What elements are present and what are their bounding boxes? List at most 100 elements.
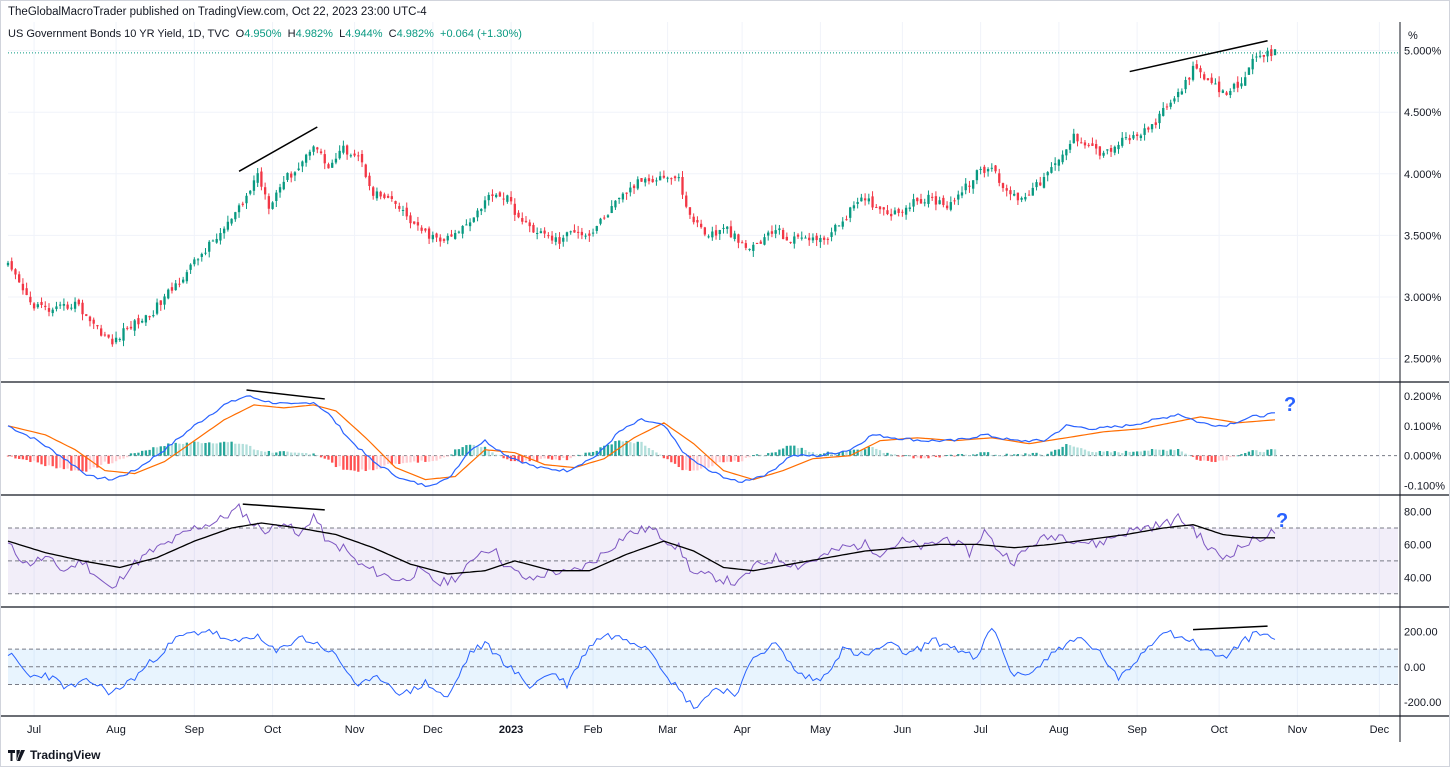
candle	[25, 282, 28, 296]
price-axis-unit[interactable]: %	[1408, 30, 1418, 42]
candle-body	[1009, 190, 1012, 195]
candle	[714, 224, 718, 240]
candle	[1173, 96, 1176, 104]
macd-histogram-bar	[487, 450, 490, 456]
candle	[390, 191, 393, 202]
candle	[882, 206, 885, 216]
macd-histogram-bar	[1091, 451, 1094, 456]
candle	[446, 233, 449, 245]
candle-body	[1124, 137, 1128, 139]
macd-pane[interactable]: ?	[6, 389, 1398, 488]
candle-body	[1229, 90, 1232, 96]
macd-histogram-bar	[133, 453, 136, 456]
candle	[196, 257, 200, 266]
rsi-trendline[interactable]	[242, 503, 325, 511]
cci-trendline[interactable]	[1193, 625, 1268, 631]
macd-histogram-bar	[968, 455, 971, 456]
candle	[368, 172, 371, 191]
candle	[1244, 71, 1247, 86]
candle	[640, 178, 643, 182]
macd-signal-line	[7, 404, 1276, 481]
macd-histogram-bar	[170, 444, 174, 456]
candle	[372, 185, 375, 200]
macd-histogram-bar	[405, 455, 408, 463]
macd-histogram-bar	[424, 455, 427, 462]
candle-body	[599, 218, 602, 224]
macd-histogram-bar	[278, 451, 282, 456]
candle	[722, 224, 725, 234]
low-label: L	[339, 28, 346, 40]
tradingview-logo[interactable]: TradingView	[8, 748, 100, 762]
candle	[852, 201, 856, 211]
symbol-legend[interactable]: US Government Bonds 10 YR Yield, 1D, TVC…	[8, 28, 522, 40]
macd-histogram-bar	[856, 449, 859, 456]
macd-histogram-bar	[1039, 454, 1042, 456]
cci-pane[interactable]	[7, 625, 1398, 710]
candle	[796, 233, 800, 239]
candle-body	[632, 185, 636, 189]
candle-body	[986, 169, 990, 172]
candle	[293, 171, 297, 182]
time-axis[interactable]: Jul Aug Sep Oct Nov Dec 2023 Feb Mar Apr May Jun Jul…	[27, 724, 1390, 736]
candle-body	[543, 230, 546, 234]
macd-histogram-bar	[1094, 452, 1098, 456]
candle-body	[185, 272, 189, 282]
candle	[40, 297, 43, 309]
rsi-ma-line	[7, 522, 1275, 575]
candle-body	[539, 231, 543, 234]
macd-histogram-bar	[181, 443, 185, 456]
candle	[867, 193, 870, 205]
candle-body	[1221, 90, 1225, 93]
change-value: +0.064 (+1.30%)	[440, 28, 522, 40]
macd-histogram-bar	[1020, 454, 1023, 456]
price-pane[interactable]	[6, 40, 1398, 347]
candle-body	[92, 319, 95, 324]
candle	[729, 220, 733, 239]
macd-histogram-bar	[975, 454, 979, 456]
macd-histogram-bar	[1042, 455, 1046, 457]
candle	[1165, 103, 1169, 111]
candle-body	[461, 225, 464, 234]
macd-histogram-bar	[122, 455, 125, 459]
time-tick-label: Sep	[185, 724, 205, 736]
trendline[interactable]	[1129, 40, 1268, 73]
macd-histogram-bar	[483, 446, 487, 456]
candle	[580, 227, 584, 240]
macd-histogram-bar	[1109, 452, 1113, 456]
macd-histogram-bar	[685, 455, 688, 470]
candle	[118, 337, 121, 342]
time-tick-label: Sep	[1127, 724, 1147, 736]
candle	[133, 319, 136, 336]
rsi-pane[interactable]: ?	[7, 502, 1398, 595]
low-value: 4.944%	[345, 28, 383, 40]
macd-histogram-bar	[59, 455, 62, 468]
macd-histogram-bar	[468, 444, 472, 456]
macd-histogram-bar	[1050, 451, 1053, 456]
candle-body	[424, 228, 427, 231]
candle	[312, 145, 315, 156]
macd-histogram-bar	[890, 454, 893, 456]
candle	[994, 164, 997, 174]
candle	[785, 232, 789, 241]
cci-tick-label: -200.00	[1404, 697, 1441, 709]
candle	[383, 192, 386, 200]
candle	[644, 177, 647, 187]
candle	[174, 279, 177, 291]
candle	[103, 331, 107, 337]
candle-body	[66, 304, 69, 309]
candle-body	[875, 206, 878, 208]
trendline[interactable]	[238, 126, 318, 172]
candle	[483, 196, 487, 213]
macd-histogram-bar	[640, 441, 643, 456]
macd-trendline[interactable]	[246, 389, 325, 400]
candle	[1087, 142, 1090, 148]
candle-body	[226, 221, 230, 230]
candle	[931, 192, 934, 201]
macd-histogram-bar	[714, 455, 718, 464]
candle	[51, 307, 54, 317]
candle-body	[290, 173, 293, 178]
candle	[703, 226, 707, 237]
candle-body	[439, 237, 442, 242]
macd-histogram-bar	[1139, 451, 1143, 456]
